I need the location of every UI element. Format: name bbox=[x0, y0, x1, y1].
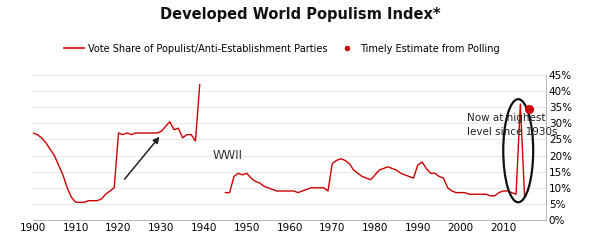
Legend: Vote Share of Populist/Anti-Establishment Parties, Timely Estimate from Polling: Vote Share of Populist/Anti-Establishmen… bbox=[61, 40, 503, 58]
Text: Now at highest
level since 1930s: Now at highest level since 1930s bbox=[467, 113, 557, 136]
Text: Developed World Populism Index*: Developed World Populism Index* bbox=[160, 8, 440, 22]
Text: WWII: WWII bbox=[212, 149, 242, 162]
